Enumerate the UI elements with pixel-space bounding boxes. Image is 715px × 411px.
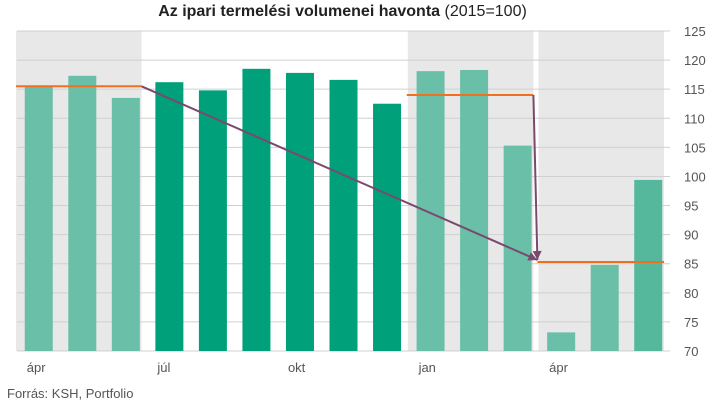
arrow-head-1	[532, 250, 542, 260]
chart-title: Az ipari termelési volumenei havonta (20…	[0, 3, 685, 21]
bar-0	[24, 86, 53, 351]
bar-7	[329, 79, 358, 351]
y-tick-label-90: 90	[684, 228, 698, 243]
bar-4	[198, 90, 227, 351]
y-tick-label-115: 115	[684, 82, 705, 97]
x-tick-label-12: ápr	[549, 360, 568, 375]
y-tick-label-85: 85	[684, 257, 698, 272]
bar-11	[503, 145, 532, 351]
bar-8	[373, 103, 402, 352]
y-tick-label-100: 100	[684, 169, 706, 184]
bar-2	[111, 97, 140, 351]
arrow-line-1	[532, 94, 539, 261]
bar-6	[285, 72, 314, 352]
y-tick-label-120: 120	[684, 53, 706, 68]
bar-1	[68, 75, 97, 352]
arrow-line-0	[141, 85, 538, 261]
bar-10	[460, 69, 489, 352]
bar-14	[634, 179, 663, 351]
y-tick-label-75: 75	[684, 315, 698, 330]
bar-9	[416, 71, 445, 352]
x-tick-label-3: júl	[156, 360, 170, 375]
arrow-head-0	[527, 252, 538, 261]
y-tick-label-125: 125	[684, 24, 706, 39]
y-tick-label-80: 80	[684, 286, 698, 301]
chart-title-main: Az ipari termelési volumenei havonta	[158, 3, 441, 20]
chart-title-suffix: (2015=100)	[444, 3, 527, 20]
x-tick-label-0: ápr	[27, 360, 46, 375]
x-tick-label-9: jan	[418, 360, 436, 375]
y-tick-label-70: 70	[684, 344, 698, 359]
y-tick-label-110: 110	[684, 111, 705, 126]
bar-13	[590, 264, 619, 351]
y-tick-label-105: 105	[684, 140, 706, 155]
x-tick-label-6: okt	[288, 360, 306, 375]
bar-5	[242, 68, 271, 352]
bar-3	[155, 82, 184, 351]
bar-12	[547, 332, 576, 351]
source-note: Forrás: KSH, Portfolio	[7, 386, 134, 401]
y-tick-label-95: 95	[684, 199, 698, 214]
